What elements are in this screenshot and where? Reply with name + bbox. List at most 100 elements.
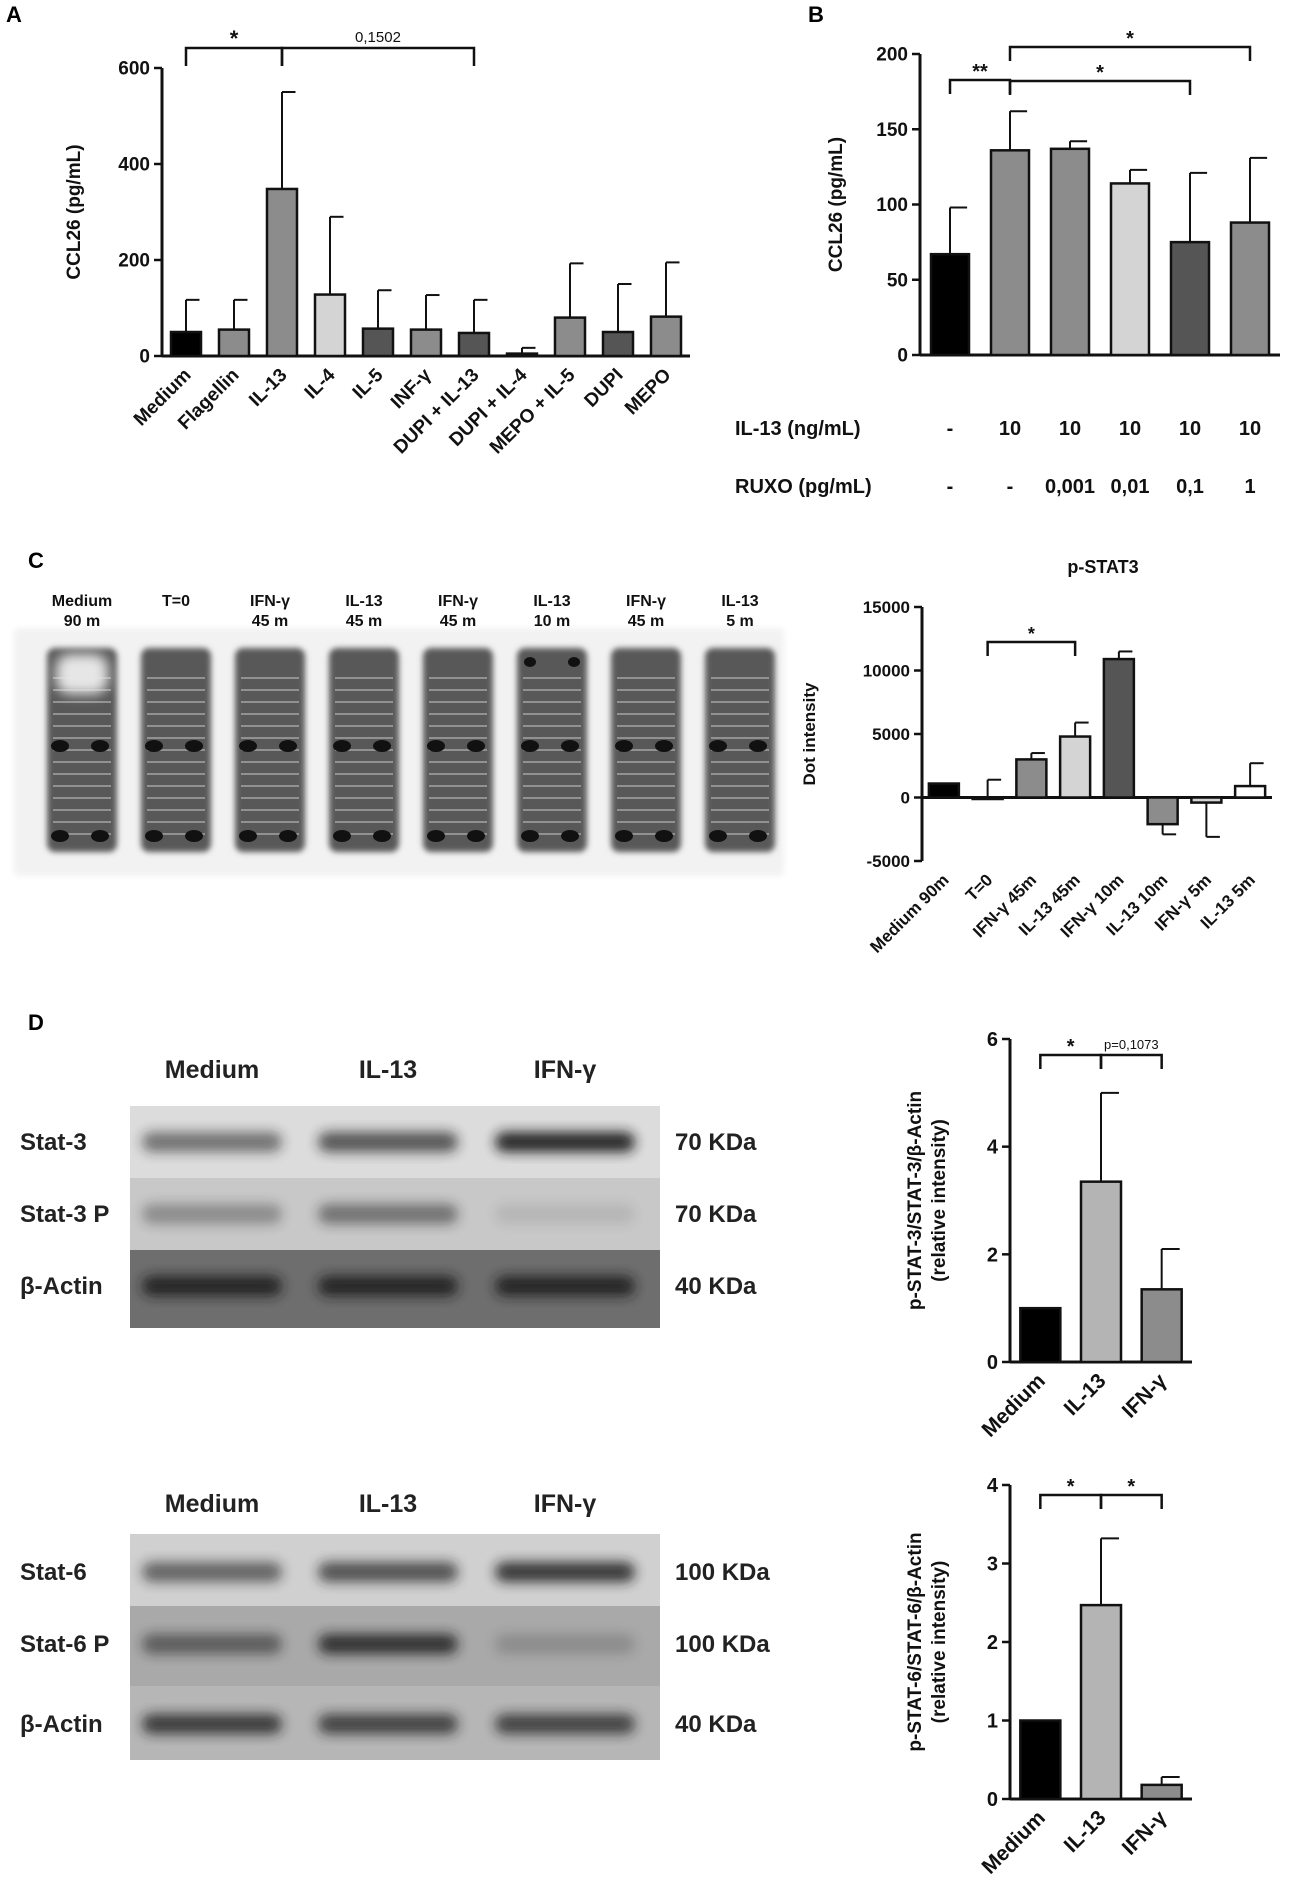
chart-d2: 0 1 2 3 4 p-STAT-6/STAT-6/β-Actin (relative in…: [905, 1475, 1192, 1879]
significance-label: **: [972, 61, 988, 83]
blot-smear: [56, 654, 108, 694]
x-tick-label: Medium: [978, 1369, 1050, 1441]
dot: [467, 740, 485, 752]
table-cell: 0,01: [1111, 476, 1150, 498]
blot-band: [495, 1276, 635, 1296]
bar: [313, 293, 347, 358]
chart-c: -5000 0 5000 10000 15000 Dot intensity p-STAT3…: [800, 557, 1272, 957]
significance-bracket: [1008, 45, 1252, 61]
blot-lane-time: 5 m: [726, 613, 754, 630]
blot-row-label: β-Actin: [20, 1273, 103, 1300]
y-tick-label: -5000: [867, 852, 910, 871]
blot-size-label: 70 KDa: [675, 1129, 757, 1156]
blot-column-label: Medium: [165, 1490, 259, 1518]
significance-label: *: [1096, 62, 1104, 84]
table-cell: 10: [1059, 418, 1081, 440]
bar: [1058, 735, 1092, 799]
x-tick-label: IL-13: [1060, 1369, 1111, 1420]
table-cell: 10: [1179, 418, 1201, 440]
table-cell: 1: [1244, 476, 1255, 498]
blot-band: [142, 1132, 282, 1152]
blot-lane-label: IL-13: [533, 593, 570, 610]
blot-lane-time: 45 m: [252, 613, 288, 630]
blot-lane-label: IL-13: [345, 593, 382, 610]
bar: [1019, 1306, 1062, 1364]
blot-band: [142, 1562, 282, 1582]
x-tick-label: IL-13: [1060, 1806, 1111, 1857]
blot-size-label: 100 KDa: [675, 1559, 770, 1586]
bar: [1079, 1180, 1123, 1364]
table-row-label: IL-13 (ng/mL): [735, 418, 861, 440]
y-tick-label: 600: [118, 59, 150, 80]
panel-letter-d: D: [28, 1010, 44, 1035]
y-tick-label: 4: [987, 1475, 999, 1497]
dot: [521, 740, 539, 752]
dot: [427, 740, 445, 752]
y-axis-label: p-STAT-3/STAT-3/β-Actin: [905, 1091, 926, 1310]
table-cell: 10: [1119, 418, 1141, 440]
dot: [467, 830, 485, 842]
blot-column-label: IL-13: [359, 1490, 417, 1518]
bar: [217, 328, 251, 358]
dot: [239, 830, 257, 842]
blot-row-label: Stat-3: [20, 1129, 87, 1156]
dot: [279, 740, 297, 752]
significance-label: p=0,1073: [1104, 1037, 1159, 1052]
significance-label: *: [1127, 1476, 1135, 1498]
blot-column-label: Medium: [165, 1056, 259, 1084]
blot-row-label: Stat-6 P: [20, 1631, 109, 1658]
dot: [615, 740, 633, 752]
dot: [239, 740, 257, 752]
blot-size-label: 40 KDa: [675, 1711, 757, 1738]
significance-label: *: [1028, 624, 1035, 644]
blot-band: [495, 1132, 635, 1152]
y-axis-label: CCL26 (pg/mL): [826, 137, 847, 272]
blot-lane-label: IL-13: [721, 593, 758, 610]
bar: [1019, 1719, 1062, 1801]
table-cell: 10: [999, 418, 1021, 440]
dot: [561, 830, 579, 842]
blot-lane-label: IFN-γ: [438, 593, 478, 610]
bar: [1109, 182, 1151, 357]
y-tick-label: 0: [901, 788, 910, 807]
blot-band: [318, 1634, 458, 1654]
dot: [709, 830, 727, 842]
bar: [929, 252, 971, 357]
y-tick-label: 0: [139, 347, 150, 368]
blot-band: [495, 1634, 635, 1654]
panel-letter-b: B: [808, 2, 824, 27]
blot-band: [495, 1714, 635, 1734]
dot: [373, 830, 391, 842]
x-tick-label: IL-4: [301, 364, 340, 403]
chart-title: p-STAT3: [1067, 557, 1138, 577]
x-tick-label: T=0: [962, 870, 996, 904]
dot: [51, 830, 69, 842]
y-tick-label: 15000: [863, 598, 910, 617]
bar: [649, 315, 683, 358]
blot-column-label: IL-13: [359, 1056, 417, 1084]
dot: [709, 740, 727, 752]
blot-lane-time: 45 m: [346, 613, 382, 630]
blot-lane-time: 10 m: [534, 613, 570, 630]
x-tick-label: IL-5: [349, 364, 388, 403]
x-tick-label: MEPO + IL-5: [486, 364, 580, 458]
bar: [989, 149, 1031, 357]
dot: [91, 830, 109, 842]
dot: [749, 740, 767, 752]
y-tick-label: 1: [987, 1711, 998, 1733]
blot-band: [495, 1562, 635, 1582]
significance-bracket: [280, 46, 476, 66]
y-tick-label: 2: [987, 1244, 998, 1266]
y-tick-label: 50: [887, 270, 908, 291]
dot: [145, 830, 163, 842]
y-axis-label: CCL26 (pg/mL): [64, 144, 85, 279]
dot: [333, 830, 351, 842]
y-tick-label: 150: [876, 120, 908, 141]
y-tick-label: 2: [987, 1632, 998, 1654]
blot-band: [142, 1276, 282, 1296]
table-cell: -: [947, 418, 954, 440]
x-tick-label: Medium: [978, 1806, 1050, 1878]
bar: [505, 352, 539, 358]
